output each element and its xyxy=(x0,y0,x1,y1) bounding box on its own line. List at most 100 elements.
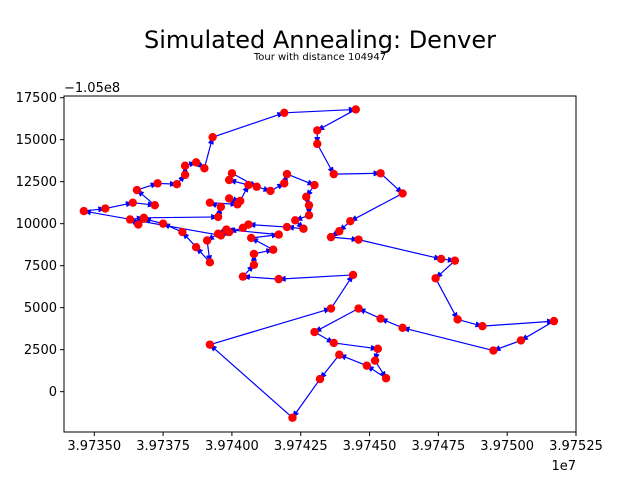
city-point xyxy=(269,245,278,254)
city-point xyxy=(134,220,143,229)
tour-edge xyxy=(333,170,382,177)
city-point xyxy=(238,223,248,233)
tour-edge xyxy=(286,173,316,186)
city-point xyxy=(139,213,149,222)
plot-area xyxy=(79,105,559,422)
city-point xyxy=(335,227,344,236)
tour-edge xyxy=(247,221,288,228)
city-point xyxy=(346,216,355,226)
city-point xyxy=(348,270,358,280)
y-tick-label: 7500 xyxy=(24,259,57,274)
city-point xyxy=(376,314,385,323)
chart-title: Simulated Annealing: Denver xyxy=(144,26,496,54)
tour-edge xyxy=(349,192,403,222)
city-point xyxy=(224,194,234,203)
city-point xyxy=(326,232,336,242)
tour-edge xyxy=(143,214,220,221)
tour-edge xyxy=(434,260,456,279)
city-point xyxy=(238,272,248,281)
x-tick-label: 3.97475 xyxy=(411,439,465,454)
city-point xyxy=(288,413,297,422)
city-point xyxy=(132,185,142,195)
tour-edge xyxy=(330,274,354,309)
city-point xyxy=(224,175,234,185)
city-point xyxy=(158,219,168,228)
y-axis-offset-label: −1.05e8 xyxy=(64,81,120,96)
axes: 3.97350 3.97375 3.97400 3.97425 3.97450 3.974… xyxy=(16,91,603,454)
city-point xyxy=(450,256,460,265)
x-tick-label: 3.97500 xyxy=(480,439,534,454)
city-point xyxy=(299,224,308,233)
tour-edge xyxy=(482,318,555,327)
y-tick-label: 5000 xyxy=(24,301,57,316)
city-point xyxy=(246,233,256,243)
city-point xyxy=(216,202,226,212)
tour-edge xyxy=(291,378,321,419)
chart-subtitle: Tour with distance 104947 xyxy=(253,52,386,63)
tour-edge xyxy=(520,320,555,341)
tour-edge xyxy=(435,277,459,321)
city-point xyxy=(227,169,237,178)
city-point xyxy=(304,211,314,220)
x-tick-label: 3.97425 xyxy=(274,439,328,454)
y-tick-label: 17500 xyxy=(16,91,57,106)
tour-edge xyxy=(209,307,332,346)
y-tick-label: 15000 xyxy=(16,133,57,148)
city-point xyxy=(128,198,138,207)
city-point xyxy=(266,186,275,196)
city-point xyxy=(549,316,559,326)
tour-edge xyxy=(209,343,293,419)
city-point xyxy=(280,108,289,118)
city-point xyxy=(453,315,462,324)
city-point xyxy=(398,189,407,198)
city-point xyxy=(205,198,215,207)
city-point xyxy=(200,164,209,173)
city-point xyxy=(172,180,182,189)
tour-edge xyxy=(380,172,404,195)
city-point xyxy=(274,274,283,284)
city-point xyxy=(249,249,259,259)
city-point xyxy=(351,105,360,114)
tour-edge xyxy=(105,201,134,210)
city-point xyxy=(125,215,135,224)
tour-edge xyxy=(277,274,354,282)
tour-edge xyxy=(82,209,222,237)
city-point xyxy=(205,258,215,267)
tour-edge xyxy=(241,274,279,281)
tour-edge xyxy=(203,136,214,169)
city-point xyxy=(244,180,253,190)
city-point xyxy=(208,132,217,142)
city-point xyxy=(310,327,319,337)
city-point xyxy=(354,235,363,244)
city-point xyxy=(489,346,498,355)
city-point xyxy=(216,231,226,240)
city-point xyxy=(153,179,162,188)
city-point xyxy=(398,323,407,333)
x-tick-label: 3.97375 xyxy=(136,439,190,454)
city-point xyxy=(282,222,292,232)
y-tick-label: 2500 xyxy=(24,343,57,358)
tour-edge xyxy=(401,326,494,352)
city-point xyxy=(436,254,446,264)
city-point xyxy=(274,230,283,239)
tour-edge xyxy=(338,354,368,367)
city-point xyxy=(376,169,385,178)
city-point xyxy=(302,192,311,201)
x-tick-label: 3.97350 xyxy=(67,439,121,454)
x-axis-offset-label: 1e7 xyxy=(551,459,576,474)
city-point xyxy=(373,344,383,354)
tour-edge xyxy=(313,307,359,333)
tour-edge xyxy=(492,339,522,352)
city-point xyxy=(313,126,322,135)
city-point xyxy=(202,236,212,245)
y-tick-label: 0 xyxy=(49,385,57,400)
city-point xyxy=(180,161,190,170)
city-point xyxy=(280,179,289,188)
tour-edge xyxy=(358,239,443,261)
tour-edge xyxy=(316,108,357,131)
city-point xyxy=(252,182,261,191)
x-tick-label: 3.97525 xyxy=(549,439,603,454)
city-point xyxy=(224,227,234,237)
tour-edge xyxy=(330,236,360,242)
